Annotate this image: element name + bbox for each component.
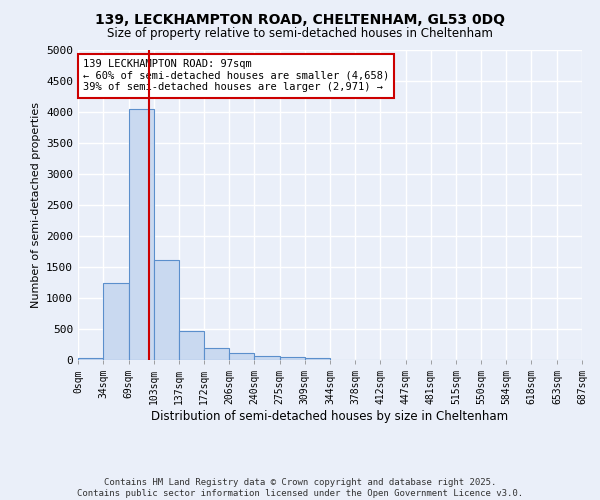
Bar — [154, 260, 179, 360]
Bar — [78, 358, 103, 360]
Bar — [254, 356, 280, 360]
Bar — [128, 109, 154, 360]
Bar — [103, 282, 128, 360]
Text: Contains HM Land Registry data © Crown copyright and database right 2025.
Contai: Contains HM Land Registry data © Crown c… — [77, 478, 523, 498]
Text: 139, LECKHAMPTON ROAD, CHELTENHAM, GL53 0DQ: 139, LECKHAMPTON ROAD, CHELTENHAM, GL53 … — [95, 12, 505, 26]
Bar — [204, 348, 229, 360]
X-axis label: Distribution of semi-detached houses by size in Cheltenham: Distribution of semi-detached houses by … — [151, 410, 509, 423]
Bar — [280, 357, 305, 360]
Bar — [229, 352, 254, 360]
Bar — [305, 358, 331, 360]
Y-axis label: Number of semi-detached properties: Number of semi-detached properties — [31, 102, 41, 308]
Bar — [179, 331, 204, 360]
Text: Size of property relative to semi-detached houses in Cheltenham: Size of property relative to semi-detach… — [107, 28, 493, 40]
Text: 139 LECKHAMPTON ROAD: 97sqm
← 60% of semi-detached houses are smaller (4,658)
39: 139 LECKHAMPTON ROAD: 97sqm ← 60% of sem… — [83, 60, 389, 92]
